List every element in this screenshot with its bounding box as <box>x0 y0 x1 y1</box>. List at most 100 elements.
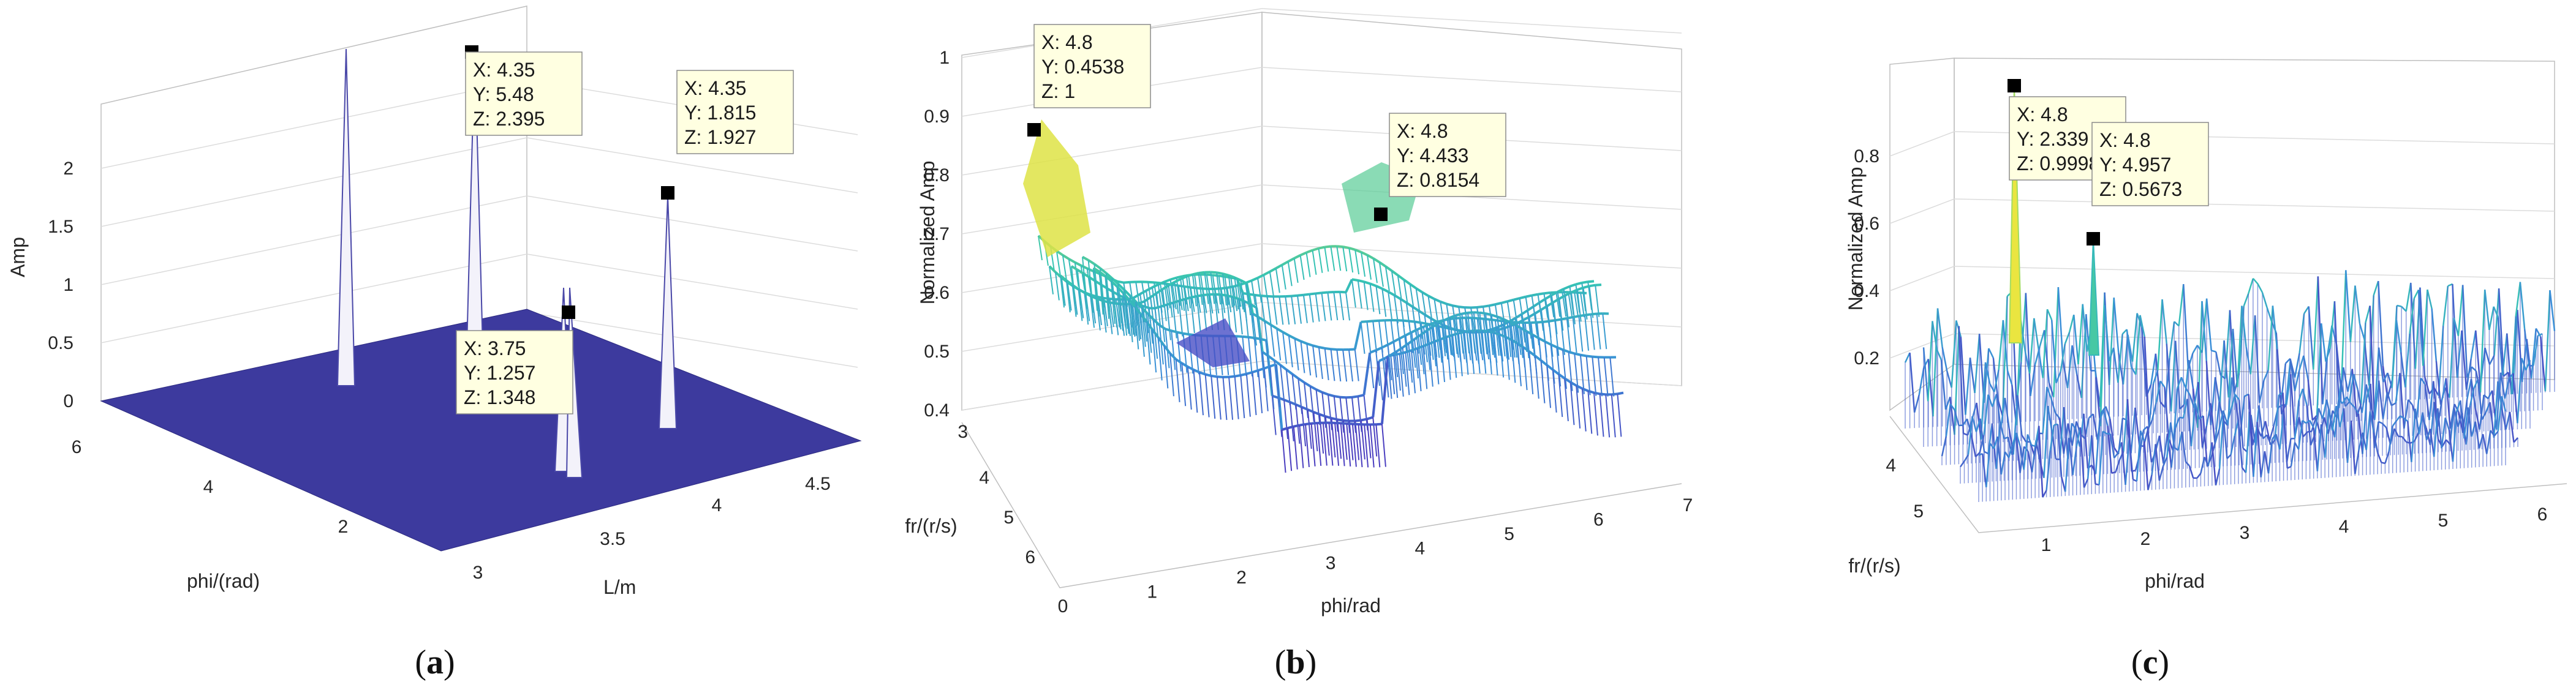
mesh-c-line-4-29 <box>2084 479 2088 487</box>
mesh-b-line-2-27 <box>1223 274 1229 275</box>
mesh-b-rib-0-54 <box>1367 255 1371 280</box>
mesh-b-rib-1-36 <box>1267 296 1271 324</box>
mesh-b-line-0-44 <box>1307 250 1313 253</box>
mesh-b-rib-5-24 <box>1235 377 1239 419</box>
mesh-c-line-1-33 <box>2065 332 2069 344</box>
mesh-c-line-3-1 <box>1960 461 1965 467</box>
mesh-b-rib-4-16 <box>1177 332 1181 372</box>
mesh-c-line-1-36 <box>2079 304 2083 364</box>
mesh-b-rib-2-48 <box>1349 350 1353 381</box>
mesh-b-line-2-60 <box>1421 323 1427 324</box>
z-axis-label-b: Normalized Amp <box>916 161 939 305</box>
z-grid-c-3 <box>1890 132 1954 156</box>
mesh-c-line-4-46 <box>2148 475 2151 490</box>
mesh-b-line-0-49 <box>1337 246 1343 247</box>
caption-b: (b) <box>1275 643 1316 682</box>
mesh-b-line-5-44 <box>1353 424 1359 425</box>
mesh-b-line-0-82 <box>1538 293 1544 294</box>
z-tick-b-0: 0.4 <box>924 400 950 421</box>
mesh-b-line-0-39 <box>1276 265 1282 269</box>
y-tick-a-1: 4 <box>203 477 214 497</box>
mesh-b-line-3-49 <box>1364 353 1370 395</box>
mesh-b-rib-1-48 <box>1340 292 1343 320</box>
y-tick-a-0: 2 <box>338 517 349 537</box>
mesh-b-line-3-79 <box>1543 321 1549 322</box>
mesh-b-line-3-74 <box>1513 322 1519 323</box>
mesh-b-line-5-83 <box>1582 389 1588 391</box>
mesh-b-line-4-83 <box>1574 353 1581 354</box>
mesh-b-rib-2-49 <box>1355 350 1359 381</box>
mesh-b-line-5-52 <box>1400 352 1406 354</box>
mesh-b-line-1-28 <box>1219 275 1225 276</box>
mesh-b-line-5-67 <box>1488 331 1494 332</box>
mesh-b-line-2-45 <box>1331 349 1337 350</box>
datatip-a-1-line-2: Y: 5.48 <box>473 83 534 105</box>
mesh-b-rib-4-40 <box>1320 414 1323 454</box>
mesh-b-line-3-45 <box>1340 397 1347 398</box>
datatip-c-2-line-2: Y: 4.957 <box>2099 154 2171 176</box>
mesh-b-line-4-55 <box>1408 339 1415 343</box>
mesh-b-line-0-13 <box>1117 282 1124 283</box>
mesh-b-line-2-41 <box>1307 343 1313 345</box>
mesh-c-line-4-115 <box>2408 421 2411 462</box>
mesh-c-line-0-14 <box>1965 358 1970 414</box>
datatip-b-2-line-2: Y: 4.433 <box>1397 144 1468 167</box>
z-grid-b2-0 <box>1262 361 1682 386</box>
mesh-b-rib-0-45 <box>1313 250 1316 275</box>
z-grid-a2-2 <box>527 196 858 251</box>
mesh-b-rib-0-42 <box>1294 258 1298 283</box>
mesh-b-line-3-14 <box>1155 307 1161 309</box>
mesh-b-line-5-61 <box>1452 333 1459 335</box>
mesh-b-line-4-82 <box>1569 352 1575 354</box>
mesh-b-rib-5-28 <box>1258 370 1262 413</box>
mesh-b-line-3-20 <box>1191 296 1197 298</box>
mesh-b-rib-1-42 <box>1304 295 1307 323</box>
mesh-b-rib-4-88 <box>1604 358 1608 397</box>
x-tick-c-5: 6 <box>2537 504 2548 525</box>
mesh-b-line-5-24 <box>1235 375 1241 377</box>
mesh-b-rib-4-37 <box>1302 407 1305 446</box>
mesh-b-line-3-60 <box>1430 323 1436 324</box>
y-axis-label-a: phi/(rad) <box>187 570 260 592</box>
mesh-b-line-0-51 <box>1349 248 1355 250</box>
mesh-b-rib-1-40 <box>1291 296 1295 324</box>
mesh-b-line-3-21 <box>1197 295 1203 296</box>
mesh-c-line-0-107 <box>2397 305 2402 307</box>
mesh-c-line-0-9 <box>1943 347 1947 371</box>
z-grid-c-0 <box>1890 334 1954 358</box>
mesh-b-line-2-43 <box>1319 347 1325 348</box>
mesh-b-line-4-16 <box>1177 332 1184 334</box>
mesh-b-line-4-15 <box>1171 331 1177 332</box>
mesh-b-line-4-50 <box>1379 358 1385 361</box>
mesh-b-rib-5-32 <box>1282 430 1286 473</box>
mesh-b-line-2-44 <box>1325 348 1331 349</box>
mesh-b-rib-5-21 <box>1217 377 1221 419</box>
mesh-b-rib-5-14 <box>1176 359 1180 402</box>
mesh-b-line-3-78 <box>1537 322 1543 323</box>
mesh-c-line-4-37 <box>2114 453 2118 458</box>
mesh-b-rib-4-28 <box>1248 337 1252 377</box>
x-tick-b-2: 2 <box>1236 568 1247 588</box>
caption-a: (a) <box>415 643 455 682</box>
mesh-b-rib-5-34 <box>1294 427 1297 470</box>
mesh-c-line-0-67 <box>2212 351 2216 352</box>
mesh-c-line-0-79 <box>2267 307 2272 321</box>
mesh-b-rib-0-52 <box>1355 250 1359 274</box>
mesh-c-line-1-136 <box>2520 282 2525 329</box>
mesh-c-line-0-68 <box>2216 352 2221 375</box>
y-tick-c-1: 5 <box>1913 501 1924 522</box>
mesh-b-line-3-85 <box>1579 315 1585 317</box>
y-tick-b-3: 6 <box>1025 547 1035 568</box>
mesh-b-line-2-13 <box>1139 301 1145 304</box>
mesh-b-line-1-16 <box>1146 287 1152 290</box>
mesh-b-rib-3-29 <box>1245 301 1248 337</box>
mesh-c-line-1-127 <box>2480 290 2485 392</box>
mesh-b-rib-1-37 <box>1273 296 1277 324</box>
mesh-b-line-0-18 <box>1148 282 1154 283</box>
mesh-c-line-0-8 <box>1938 309 1943 347</box>
mesh-b-line-1-53 <box>1370 283 1377 286</box>
x-axis-label-b: phi/rad <box>1321 594 1381 616</box>
mesh-b-rib-0-47 <box>1324 247 1328 272</box>
mesh-b-rib-0-39 <box>1276 268 1280 293</box>
